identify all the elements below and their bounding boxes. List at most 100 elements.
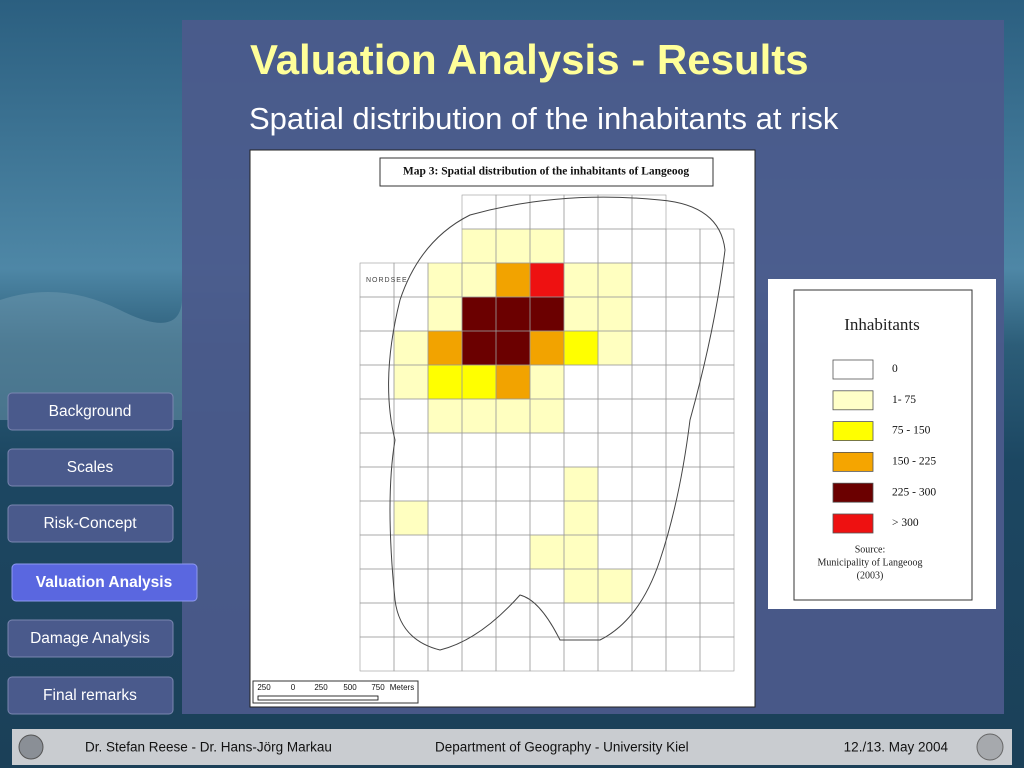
map-cell [428,331,462,365]
wave [0,292,182,420]
legend-title: Inhabitants [844,315,920,334]
footer-date: 12./13. May 2004 [844,740,949,755]
map-cell [462,365,496,399]
map-cell [428,263,462,297]
map-cell [496,297,530,331]
nav-label[interactable]: Damage Analysis [30,630,150,647]
nav-button[interactable]: Final remarks [7,676,174,715]
map-cell [530,331,564,365]
scale-label: 0 [291,683,296,692]
legend-source: Municipality of Langeoog [818,557,923,568]
nav: Background Scales Risk-Concept Valuation An… [7,392,198,715]
map-cell [428,399,462,433]
map-cell [428,365,462,399]
map-cell [462,263,496,297]
legend-label: 75 - 150 [892,425,931,437]
map-cell [462,399,496,433]
scale-label: 750 [371,683,385,692]
legend-swatch [832,359,874,380]
legend-swatch [832,513,874,534]
nav-button-bg[interactable] [7,448,174,487]
legend-label: > 300 [892,517,919,529]
map-cell [394,331,428,365]
nav-button[interactable]: Risk-Concept [7,504,174,543]
legend-swatch [832,451,874,472]
nav-button[interactable]: Damage Analysis [7,619,174,658]
nav-button-bg[interactable] [11,563,198,602]
island-outline [388,196,726,651]
map-cell [530,365,564,399]
map-cell [598,263,632,297]
map-cell [530,297,564,331]
scale-rule [257,695,379,701]
nav-button[interactable]: Background [7,392,174,431]
map-cell [564,569,598,603]
map-cell [496,365,530,399]
map-cell [564,467,598,501]
map-grid [359,194,735,672]
footer-bar [12,729,1012,765]
map-cell [394,365,428,399]
scale-bar: 250 0 250 500 750 Meters [252,680,419,704]
legend-label: 0 [892,363,898,375]
title: Valuation Analysis - Results [250,36,809,83]
subtitle: Spatial distribution of the inhabitants … [249,101,839,136]
map-cell [394,501,428,535]
footer-seal [976,733,1004,761]
map-cell [564,501,598,535]
map-title: Map 3: Spatial distribution of the inhab… [403,166,690,178]
map-cell [530,263,564,297]
nav-label[interactable]: Scales [67,459,114,476]
map-cell [564,331,598,365]
nav-button-bg[interactable] [7,392,174,431]
footer-logo [18,734,44,760]
nav-button-bg[interactable] [7,676,174,715]
legend-swatch [832,390,874,411]
map-cell [564,297,598,331]
nav-button[interactable]: Scales [7,448,174,487]
map-cell [462,229,496,263]
legend-label: 225 - 300 [892,486,936,498]
grid-cell [699,636,735,672]
map-cell [530,535,564,569]
map-title-box [379,157,714,187]
nav-label[interactable]: Valuation Analysis [36,574,172,591]
legend-label: 1- 75 [892,394,916,406]
map-cell [530,229,564,263]
legend-frame [793,289,973,601]
map-cell [496,399,530,433]
legend-swatch [832,482,874,503]
scale-label: Meters [390,683,414,692]
footer-department: Department of Geography - University Kie… [435,740,689,755]
map: Map 3: Spatial distribution of the inhab… [249,149,756,708]
legend: 0 1- 75 75 - 150 150 - 225 225 - 300 > 300 Sou… [818,359,936,581]
map-cell [598,569,632,603]
legend-source: (2003) [857,570,884,581]
map-cell [428,297,462,331]
nav-label[interactable]: Risk-Concept [43,515,137,532]
nav-label[interactable]: Background [49,403,132,420]
legend-swatch [832,421,874,442]
nav-button-bg[interactable] [7,619,174,658]
scale-label: 500 [343,683,357,692]
map-cell [496,229,530,263]
nav-button-bg[interactable] [7,504,174,543]
map-cell [530,399,564,433]
map-cell [598,331,632,365]
map-cell [462,297,496,331]
legend-source: Source: [855,544,886,555]
scale-label: 250 [314,683,328,692]
sea-label: NORDSEE [366,277,408,284]
legend-label: 150 - 225 [892,456,936,468]
map-cell [564,263,598,297]
map-cells [394,229,632,603]
nav-label[interactable]: Final remarks [43,687,137,704]
map-cell [564,535,598,569]
map-cell [462,331,496,365]
map-cell [598,297,632,331]
footer-authors: Dr. Stefan Reese - Dr. Hans-Jörg Markau [85,740,332,755]
scale-label: 250 [257,683,271,692]
nav-button[interactable]: Valuation Analysis [11,563,198,602]
map-cell [496,331,530,365]
